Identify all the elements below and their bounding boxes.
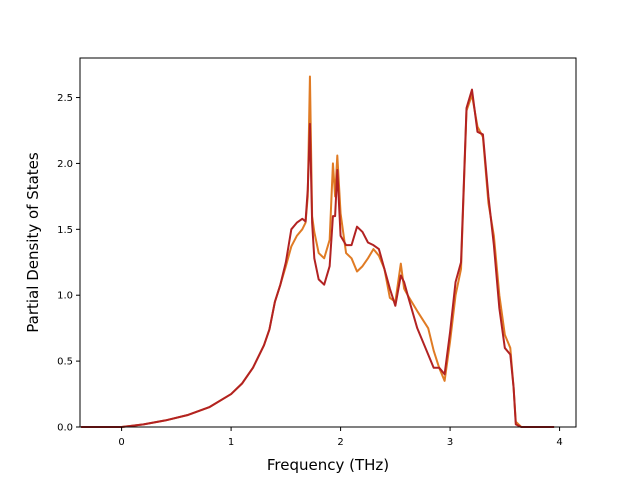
y-tick-label: 1.0 — [57, 291, 73, 302]
y-tick-label: 2.5 — [57, 93, 73, 104]
x-tick-label: 2 — [337, 437, 343, 448]
x-tick-label: 1 — [228, 437, 234, 448]
y-tick-label: 0.0 — [57, 423, 73, 434]
y-axis-label: Partial Density of States — [24, 152, 42, 333]
x-tick-label: 0 — [118, 437, 124, 448]
x-ticks: 0 1 2 3 4 — [118, 427, 563, 448]
x-tick-label: 3 — [447, 437, 453, 448]
x-axis-label: Frequency (THz) — [267, 456, 389, 474]
y-tick-label: 1.5 — [57, 225, 73, 236]
series-line-2 — [81, 88, 555, 428]
y-tick-label: 2.0 — [57, 159, 73, 170]
y-ticks: 0.0 0.5 1.0 1.5 2.0 2.5 — [57, 93, 80, 434]
x-tick-label: 4 — [556, 437, 562, 448]
y-tick-label: 0.5 — [57, 357, 73, 368]
plot-frame — [79, 57, 577, 428]
series-layer — [81, 75, 555, 428]
